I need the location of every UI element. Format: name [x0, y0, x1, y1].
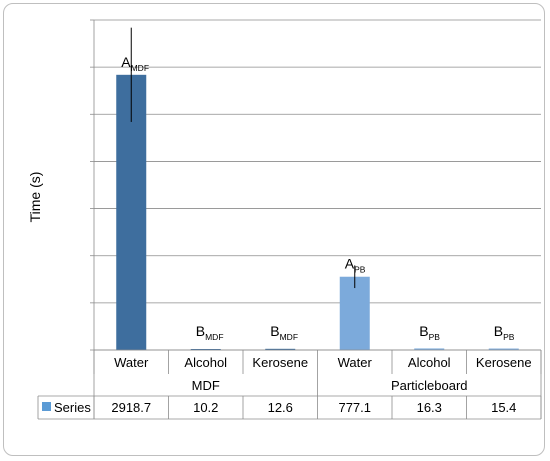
- chart-frame: [3, 3, 545, 456]
- significance-labels: AMDF BMDF BMDF APB BPB BPB: [121, 54, 515, 342]
- category-label: Water: [114, 355, 149, 370]
- legend-series-name: Series: [54, 400, 91, 415]
- category-label: Alcohol: [408, 355, 451, 370]
- category-label: Kerosene: [252, 355, 308, 370]
- significance-label: AMDF: [121, 54, 149, 73]
- data-table-value: 15.4: [491, 400, 516, 415]
- bar: [265, 348, 296, 350]
- group-label: Particleboard: [391, 378, 468, 393]
- bar: [339, 276, 370, 350]
- data-table-value: 777.1: [338, 400, 371, 415]
- significance-label: BMDF: [196, 323, 224, 342]
- data-table-value: 16.3: [417, 400, 442, 415]
- significance-label: BPB: [419, 323, 440, 342]
- legend-key: [42, 402, 51, 411]
- data-table-value: 10.2: [193, 400, 218, 415]
- error-bars: [130, 27, 356, 289]
- data-table-value: 2918.7: [111, 400, 151, 415]
- bar: [488, 348, 519, 350]
- group-label: MDF: [192, 378, 220, 393]
- bars: [116, 74, 519, 350]
- significance-label: BPB: [494, 323, 515, 342]
- gridlines: [90, 19, 541, 351]
- data-table-value: 12.6: [268, 400, 293, 415]
- significance-label: APB: [345, 256, 366, 275]
- y-axis-label: Time (s): [27, 172, 43, 223]
- category-label: Kerosene: [476, 355, 532, 370]
- data-table: Water Alcohol Kerosene Water Alcohol Kerosene…: [37, 349, 542, 420]
- category-label: Water: [338, 355, 373, 370]
- significance-label: BMDF: [270, 323, 298, 342]
- bar: [414, 348, 445, 350]
- category-label: Alcohol: [184, 355, 227, 370]
- bar: [190, 349, 221, 350]
